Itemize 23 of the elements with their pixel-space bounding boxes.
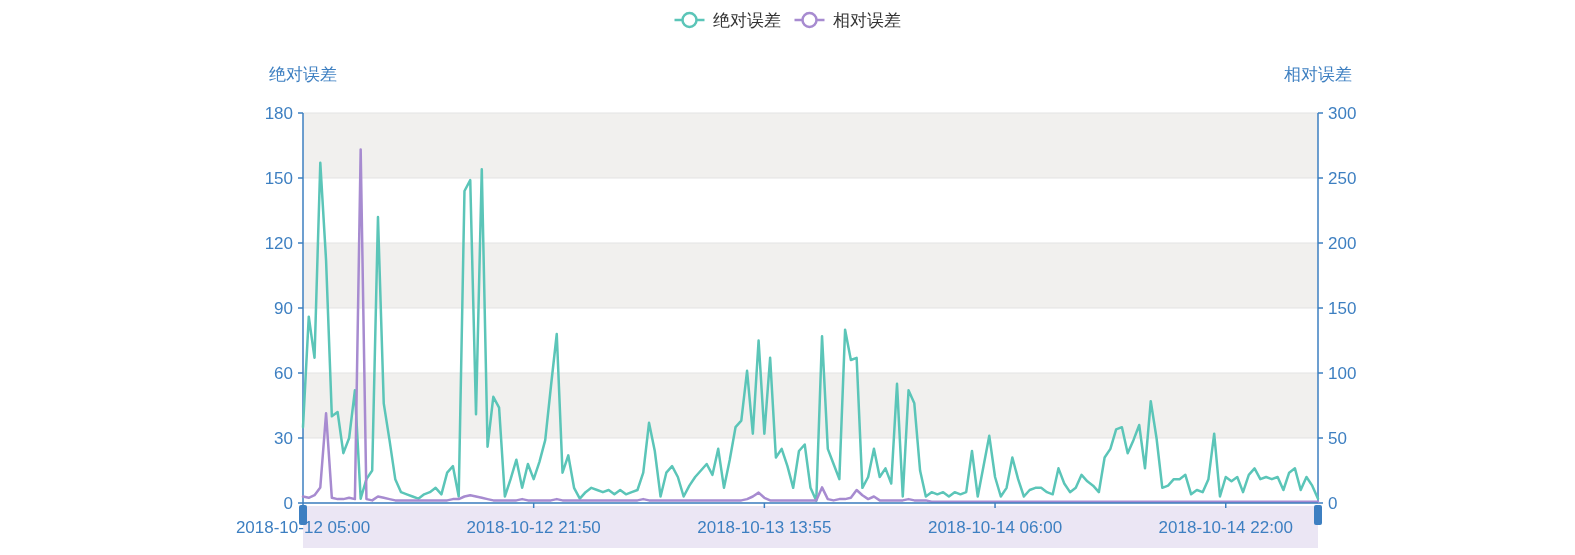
y-axis-title: 绝对误差 (269, 65, 337, 84)
y2-tick-label: 100 (1328, 364, 1357, 383)
y2-tick-label: 300 (1328, 104, 1357, 123)
y-tick-label: 120 (264, 234, 293, 253)
y2-tick-label: 200 (1328, 234, 1357, 253)
y2-tick-label: 250 (1328, 169, 1357, 188)
y-tick-label: 60 (274, 364, 293, 383)
y2-tick-label: 0 (1328, 494, 1338, 513)
x-tick-label: 2018-10-14 22:00 (1158, 518, 1293, 537)
x-tick-label: 2018-10-12 21:50 (466, 518, 601, 537)
y-tick-label: 90 (274, 299, 293, 318)
y-tick-label: 150 (264, 169, 293, 188)
y2-axis-title: 相对误差 (1284, 65, 1352, 84)
x-tick-label: 2018-10-12 05:00 (235, 518, 371, 537)
y-tick-label: 0 (283, 494, 293, 513)
y-tick-label: 30 (274, 429, 293, 448)
x-tick-label: 2018-10-14 06:00 (927, 518, 1063, 537)
y2-tick-label: 150 (1328, 299, 1357, 318)
legend-label: 相对误差 (832, 11, 901, 30)
legend-label: 绝对误差 (712, 11, 781, 30)
y2-tick-label: 50 (1328, 429, 1347, 448)
y-tick-label: 180 (264, 104, 293, 123)
x-tick-label: 2018-10-13 13:55 (697, 518, 832, 537)
